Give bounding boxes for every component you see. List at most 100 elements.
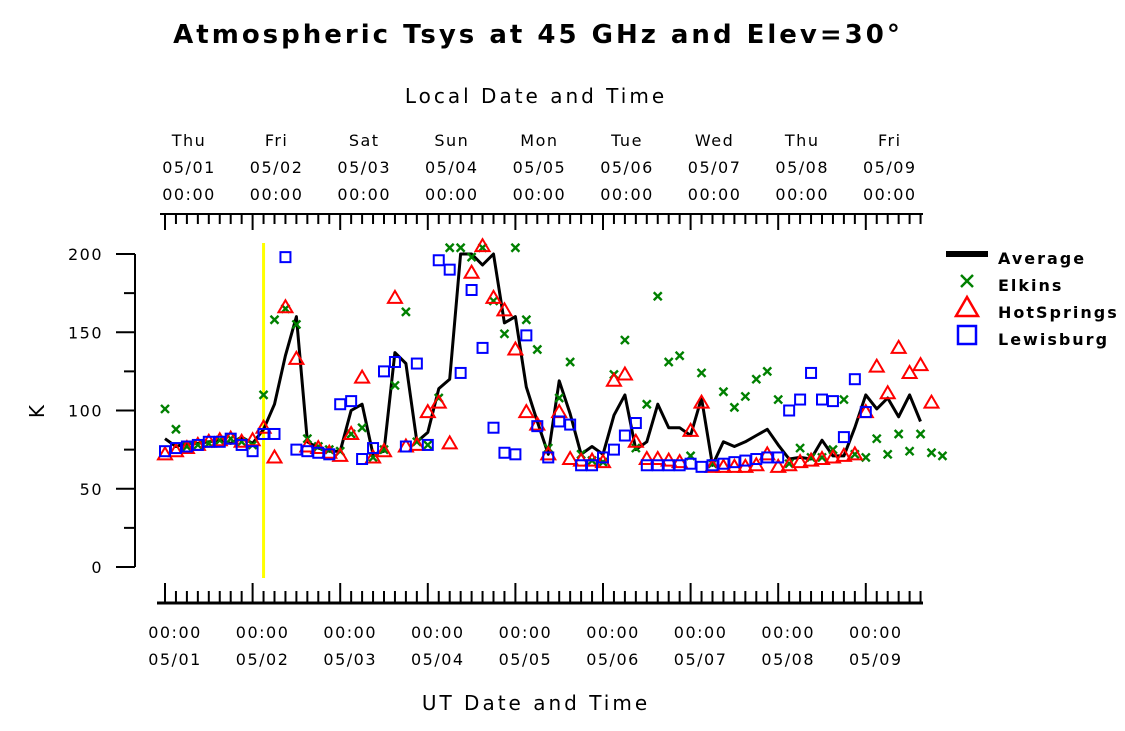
hotsprings-point (911, 356, 930, 372)
lewisburg-point (618, 429, 631, 442)
bottom-tick-date: 05/01 (148, 650, 202, 669)
series-elkins (160, 242, 948, 469)
hotsprings-point (627, 432, 645, 448)
hotsprings-point (178, 439, 196, 455)
top-tick-date: 05/04 (425, 158, 479, 177)
elkins-point (871, 433, 882, 444)
top-tick-day: Wed (695, 131, 734, 150)
hotsprings-point (638, 450, 656, 466)
lewisburg-point (378, 365, 390, 378)
top-tick-time: 00:00 (688, 185, 742, 204)
elkins-point (466, 252, 477, 262)
top-tick-time: 00:00 (425, 185, 479, 204)
elkins-point (696, 368, 707, 378)
hotsprings-point (331, 446, 349, 462)
lewisburg-point (235, 438, 248, 451)
elkins-point (357, 422, 367, 433)
elkins-point (718, 386, 729, 397)
hotsprings-point (506, 340, 525, 356)
hotsprings-point (517, 403, 536, 419)
series-average (164, 252, 922, 467)
lewisburg-point (520, 329, 533, 342)
hotsprings-point (824, 448, 842, 464)
elkins-point (663, 357, 674, 367)
y-tick-label: 0 (91, 558, 103, 577)
elkins-point (455, 242, 466, 253)
hotsprings-point (835, 446, 853, 462)
legend-item-average: Average (946, 249, 1084, 268)
hotsprings-point (276, 298, 295, 314)
bottom-tick-time: 00:00 (761, 623, 815, 642)
lewisburg-point (476, 341, 489, 354)
lewisburg-point (345, 395, 358, 408)
lewisburg-point (443, 263, 456, 276)
y-tick-label: 50 (80, 480, 103, 499)
lewisburg-point (509, 448, 522, 461)
lewisburg-point (323, 448, 336, 461)
elkins-point (893, 429, 904, 439)
lewisburg-point (487, 421, 500, 434)
top-tick-date: 05/02 (250, 158, 304, 177)
elkins-point (641, 399, 652, 410)
lewisburg-point (399, 440, 412, 453)
legend-swatch-elkins (960, 274, 974, 288)
hotsprings-point (408, 435, 426, 451)
lewisburg-point (410, 357, 423, 370)
top-tick-day: Fri (878, 131, 902, 150)
hotsprings-point (419, 403, 437, 419)
hotsprings-point (462, 263, 481, 279)
hotsprings-point (780, 456, 798, 472)
hotsprings-point (430, 393, 448, 409)
hotsprings-point (342, 424, 360, 440)
bottom-tick-date: 05/03 (323, 650, 377, 669)
legend-swatch-lewisburg (956, 324, 978, 346)
hotsprings-point (167, 442, 185, 458)
hotsprings-point (889, 338, 908, 354)
lewisburg-point (794, 393, 807, 406)
top-tick-day: Sun (434, 131, 469, 150)
lewisburg-point (421, 438, 434, 451)
top-tick-day: Thu (171, 131, 207, 150)
elkins-point (160, 404, 170, 414)
elkins-point (937, 451, 948, 461)
lewisburg-point (367, 442, 380, 455)
top-tick-day: Tue (610, 131, 643, 150)
lewisburg-point (290, 443, 303, 456)
hotsprings-point (320, 443, 338, 459)
lewisburg-point (465, 283, 478, 296)
lewisburg-point (837, 431, 850, 444)
x-axis-title: UT Date and Time (422, 691, 650, 715)
elkins-point (926, 447, 937, 458)
average-line (164, 252, 922, 467)
hotsprings-point (900, 363, 919, 379)
elkins-point (444, 242, 455, 253)
bottom-tick-date: 05/08 (761, 650, 815, 669)
top-tick-day: Sat (349, 131, 380, 150)
top-tick-date: 05/08 (775, 158, 829, 177)
top-tick-date: 05/03 (337, 158, 391, 177)
elkins-point (269, 314, 280, 325)
bottom-tick-time: 00:00 (323, 623, 377, 642)
hotsprings-point (495, 301, 514, 317)
elkins-point (674, 350, 685, 361)
hotsprings-point (868, 357, 886, 373)
top-tick-date: 05/06 (600, 158, 654, 177)
elkins-point (740, 391, 751, 402)
series-lewisburg (159, 251, 872, 473)
hotsprings-point (484, 288, 503, 304)
elkins-point (904, 446, 915, 457)
elkins-point (631, 443, 641, 453)
elkins-point (839, 394, 849, 405)
bottom-tick-date: 05/07 (674, 650, 728, 669)
top-tick-time: 00:00 (513, 185, 567, 204)
chart-title: Atmospheric Tsys at 45 GHz and Elev=30° (173, 20, 903, 50)
axes: 0 50 100 150 200 Thu 05/01 00:00 Fri 05/02 00:00 Sa… (68, 131, 923, 669)
top-tick-time: 00:00 (863, 185, 917, 204)
elkins-point (751, 374, 762, 385)
top-tick-time: 00:00 (337, 185, 391, 204)
lewisburg-point (564, 418, 577, 431)
elkins-point (915, 429, 926, 439)
hotsprings-point (813, 450, 831, 466)
lewisburg-point (279, 251, 292, 264)
